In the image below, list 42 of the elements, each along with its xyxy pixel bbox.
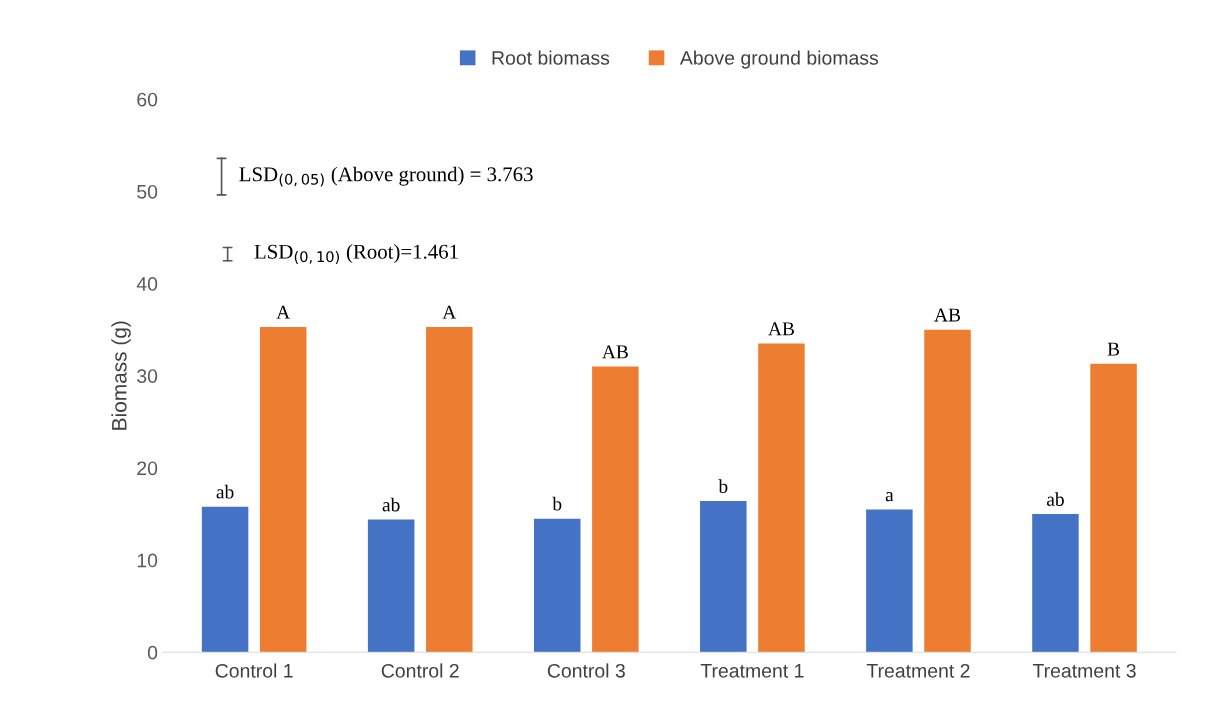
data-label: AB (768, 322, 794, 336)
y-tick-label: 40 (136, 277, 158, 291)
y-axis-title: Biomass (g) (111, 321, 131, 430)
bar (426, 326, 473, 653)
x-tick-label: Treatment 1 (700, 664, 804, 678)
data-label: b (718, 479, 728, 493)
data-label: a (885, 491, 894, 502)
y-tick-label: 0 (147, 645, 158, 660)
x-tick-label: Control 1 (215, 663, 293, 678)
annotation: LSD$_{(0,10)}$ (Root)=1.461 (254, 244, 458, 264)
bar (367, 519, 415, 653)
x-tick-label: Treatment 3 (1032, 663, 1136, 678)
y-tick-label: 10 (137, 553, 158, 568)
x-tick-label: Control 3 (547, 663, 625, 678)
data-label: AB (602, 345, 628, 359)
bar (201, 506, 249, 653)
x-tick-label: Control 2 (381, 663, 459, 678)
data-label: A (276, 305, 291, 319)
y-tick-label: 60 (137, 92, 158, 107)
bar (259, 326, 307, 653)
bar (533, 518, 581, 653)
y-tick-label: 30 (137, 369, 158, 384)
bar (1090, 363, 1137, 653)
bar (866, 509, 913, 653)
data-label: ab (216, 484, 234, 499)
data-label: B (1107, 342, 1120, 356)
legend-label: Root biomass (492, 50, 610, 65)
legend-label: Above ground biomass (679, 50, 879, 69)
bar (924, 329, 971, 653)
y-tick-label: 20 (137, 461, 158, 476)
x-tick-label: Treatment 2 (866, 663, 970, 678)
data-label: b (552, 496, 562, 511)
bar (592, 366, 639, 653)
data-label: AB (934, 308, 961, 322)
bar (758, 343, 805, 653)
bar (1032, 514, 1079, 653)
bar (700, 501, 747, 653)
annotation: LSD$_{(0,05)}$ (Above ground) = 3.763 (239, 166, 533, 187)
data-label: ab (1046, 492, 1064, 506)
data-label: ab (382, 497, 400, 512)
y-tick-label: 50 (137, 184, 158, 199)
data-label: A (442, 305, 457, 319)
